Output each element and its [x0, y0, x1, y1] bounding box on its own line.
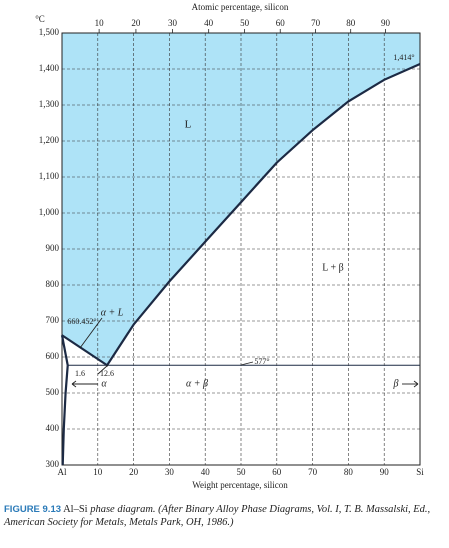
pointer [97, 364, 109, 375]
top-tick-label: 60 [276, 18, 286, 28]
annotation: α + L [101, 307, 124, 318]
top-tick-label: 50 [240, 18, 250, 28]
y-axis-unit: °C [35, 14, 45, 24]
x-tick-label: 50 [237, 467, 247, 477]
y-tick-label: 400 [46, 423, 60, 433]
top-axis-title: Atomic percentage, silicon [192, 2, 289, 12]
y-tick-label: 1,200 [39, 135, 60, 145]
x-tick-label: 20 [129, 467, 139, 477]
x-tick-label: 30 [165, 467, 175, 477]
caption: FIGURE 9.13 Al–Si phase diagram. (After … [4, 503, 444, 529]
annotation: α [101, 378, 107, 389]
x-tick-label: 60 [272, 467, 282, 477]
arrow-head [71, 380, 77, 385]
x-tick-label: 80 [344, 467, 354, 477]
annotation: L + β [322, 262, 343, 273]
y-tick-label: 1,000 [39, 207, 60, 217]
top-tick-label: 40 [204, 18, 214, 28]
caption-italic: phase diagram. (After Binary Alloy Phase… [4, 504, 431, 528]
y-tick-label: 1,300 [39, 99, 60, 109]
annotation: β [393, 378, 399, 389]
y-tick-label: 800 [46, 279, 60, 289]
phase-boundary [61, 62, 421, 367]
x-axis-title: Weight percentage, silicon [192, 480, 288, 490]
annotation: L [185, 119, 192, 131]
y-tick-label: 1,400 [39, 63, 60, 73]
caption-text: Al–Si [63, 504, 88, 515]
top-tick-label: 80 [346, 18, 356, 28]
x-tick-label: 40 [201, 467, 211, 477]
top-tick-label: 30 [168, 18, 178, 28]
top-tick-label: 90 [381, 18, 391, 28]
phase-boundary [61, 365, 69, 466]
x-tick-label: 70 [308, 467, 318, 477]
top-tick-label: 10 [95, 18, 105, 28]
annotation: 577° [254, 357, 269, 366]
annotation: 660.452° [67, 317, 96, 326]
annotation: α + β [186, 378, 208, 389]
arrow-head [71, 383, 77, 388]
arrow-head [413, 383, 419, 388]
x-tick-label: Si [416, 467, 424, 477]
annotation: 12.6 [100, 369, 114, 378]
y-tick-label: 1,100 [39, 171, 60, 181]
y-tick-label: 1,500 [39, 27, 60, 37]
y-tick-label: 600 [46, 351, 60, 361]
caption-label: FIGURE 9.13 [4, 504, 62, 515]
x-tick-label: 10 [93, 467, 103, 477]
x-tick-label: Al [58, 467, 67, 477]
pointer [79, 317, 103, 349]
top-tick-label: 70 [311, 18, 321, 28]
pointer [240, 361, 254, 366]
annotation: 1,414° [393, 53, 414, 62]
top-tick-label: 20 [131, 18, 141, 28]
phase-boundary [60, 335, 69, 366]
y-tick-label: 300 [46, 459, 60, 469]
y-tick-label: 700 [46, 315, 60, 325]
y-tick-label: 500 [46, 387, 60, 397]
chart: Atomic percentage, silicon Weight percen… [35, 2, 424, 490]
arrow-head [413, 380, 419, 385]
plot-frame [61, 32, 421, 466]
y-tick-label: 900 [46, 243, 60, 253]
x-tick-label: 90 [380, 467, 390, 477]
annotation: 1.6 [75, 369, 85, 378]
